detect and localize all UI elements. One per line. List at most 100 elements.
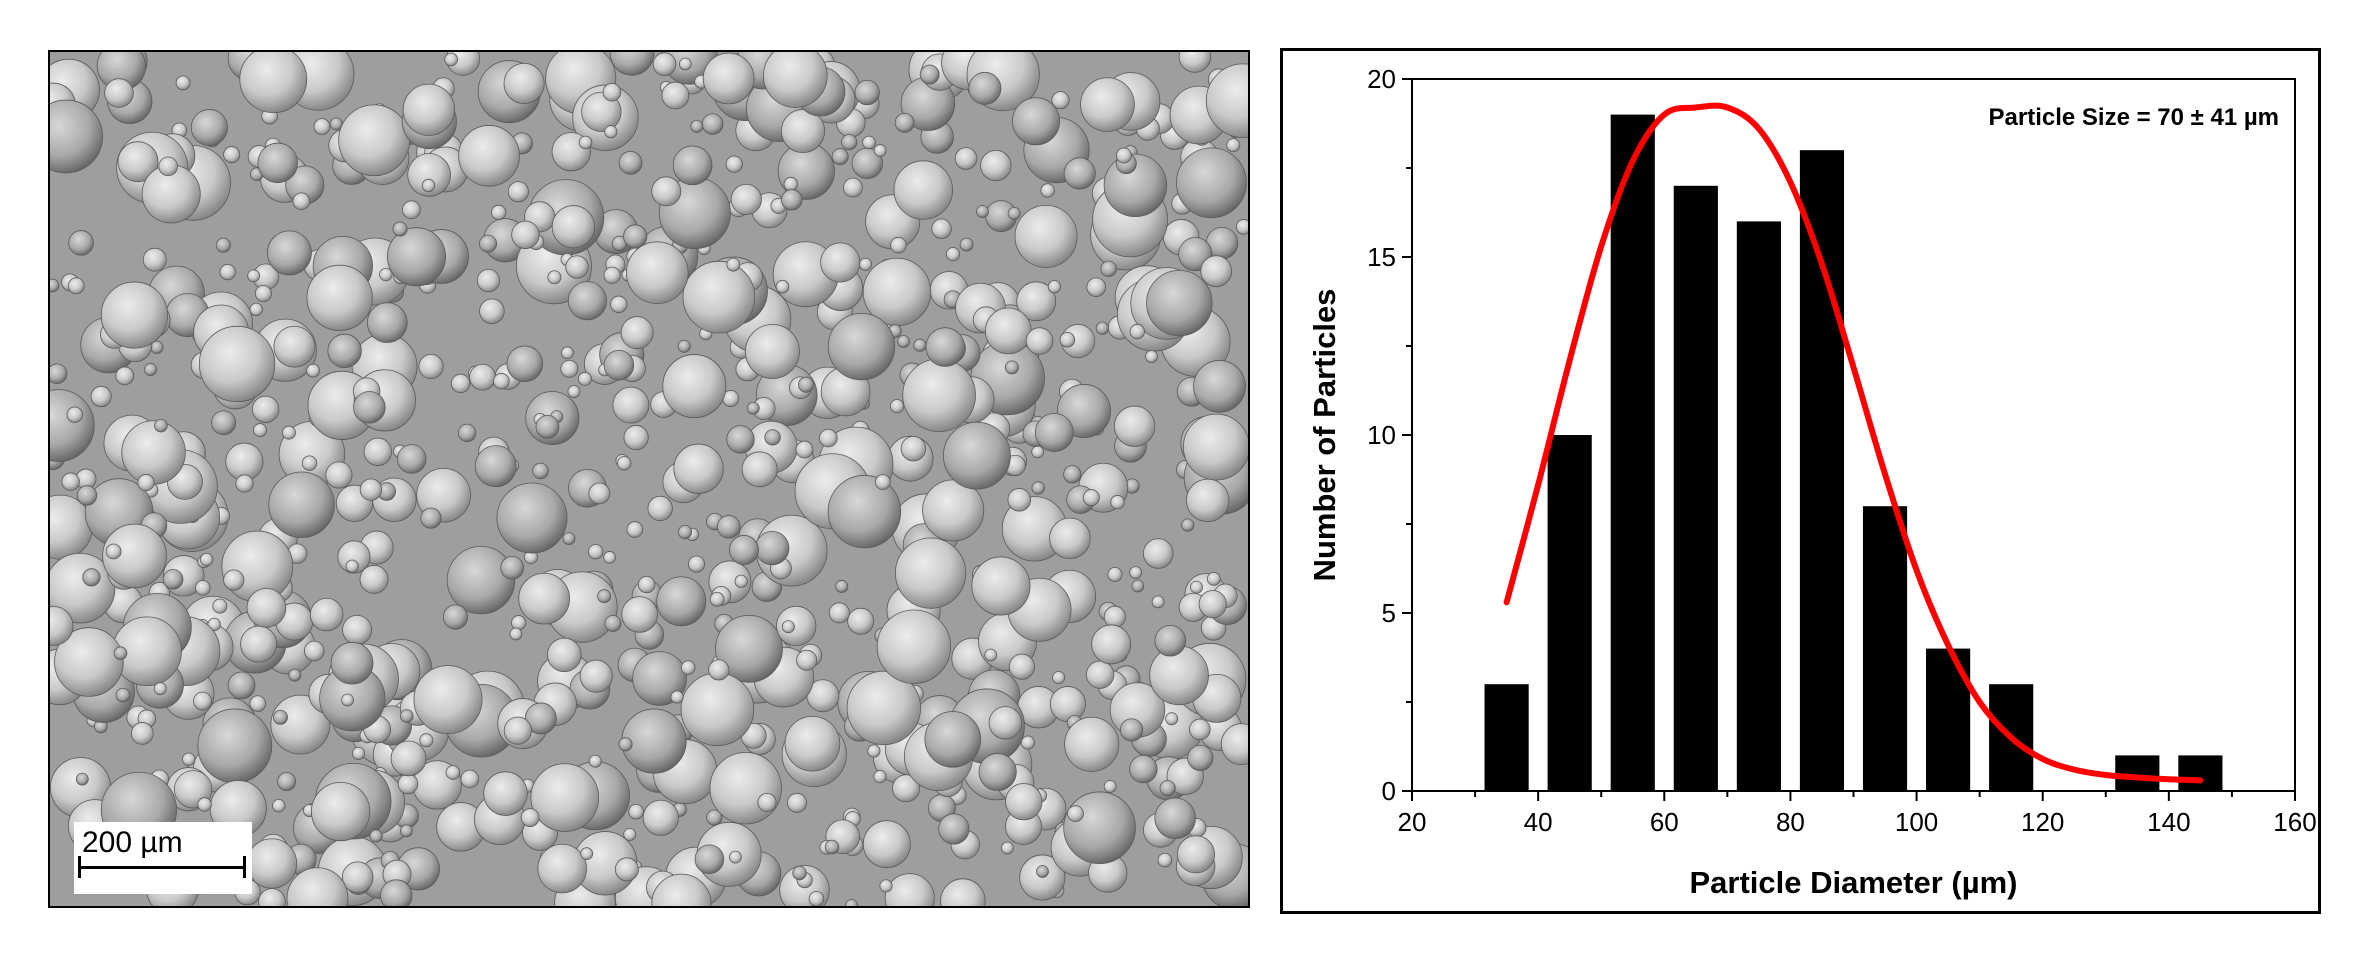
sem-particle [617,456,632,471]
sem-particle [792,865,807,881]
sem-particle [1154,625,1187,657]
histogram-bar-75 [1736,221,1781,791]
sem-particle [1091,624,1132,665]
scale-bar-label: 200 µm [82,826,183,859]
sem-particle [1154,797,1196,840]
sem-particle [781,620,795,634]
sem-particle [1007,488,1032,512]
sem-particle [1189,580,1203,594]
sem-particle [153,682,167,696]
sem-particle [628,803,644,820]
sem-particle [1047,280,1062,294]
sem-particle [266,230,312,276]
histogram-bar-135 [2115,755,2160,791]
sem-particle [277,772,297,792]
sem-particle [900,435,927,462]
sem-particle [835,579,849,593]
sem-particle [879,879,893,893]
sem-particle [121,420,186,485]
sem-particle [444,52,458,67]
sem-particle [212,598,228,614]
sem-particle [50,606,74,646]
sem-particle [458,125,520,187]
histogram-bars [1484,114,2223,792]
sem-particle [609,52,655,76]
sem-particle [1113,405,1156,447]
sem-particle [862,135,876,150]
histogram-bar-145 [2178,755,2223,791]
sem-particle [874,474,891,490]
sem-particle [503,62,545,104]
sem-particle [680,672,755,747]
sem-particle [565,255,589,279]
histogram-bar-35 [1484,684,1529,791]
sem-particle [524,702,557,735]
sem-particle [227,671,256,700]
sem-particle [831,148,849,166]
sem-particle [511,615,527,631]
sem-particle [1063,157,1096,190]
sem-particle [755,530,790,566]
sem-particle [1198,590,1227,619]
sem-particle [219,263,236,281]
sem-particle [311,781,371,842]
sem-particle [154,418,168,433]
sem-particle [359,564,389,594]
scale-bar: 200 µm [74,822,252,894]
sem-particle [780,109,826,154]
sem-particle [1189,718,1211,741]
sem-particle [281,425,296,440]
histogram-panel: 20 40 60 80 100 120 140 160 0 5 10 15 20 Particle Si… [1280,48,2321,914]
sem-particle [647,495,673,522]
sem-particle [520,808,540,827]
sem-particle [1146,269,1213,337]
sem-particle [402,83,455,136]
sem-particle [775,279,790,294]
sem-particle [115,366,135,386]
sem-particles-image [50,52,1248,906]
sem-particle [351,746,365,760]
sem-particle [588,544,604,560]
x-axis-label: Particle Diameter (µm) [1690,865,2018,900]
sem-particle [1067,805,1084,822]
sem-particle [82,568,101,587]
sem-particle [509,627,523,641]
sem-particle [651,176,682,207]
sem-particle [507,181,529,203]
sem-particle [252,395,280,423]
sem-particle [677,524,693,540]
sem-particle [862,820,911,869]
sem-particle [730,183,762,215]
sem-particle [379,267,393,282]
sem-particle [1142,538,1174,569]
sem-particle [338,104,410,177]
sem-particle [726,425,755,454]
sem-particle [396,444,427,474]
sem-particle [535,414,560,439]
sem-particle [959,237,974,252]
sem-particle [623,827,637,841]
sem-particle [1001,841,1014,855]
sem-particle [413,665,483,735]
sem-particle [578,135,593,150]
sem-particle [1016,281,1057,322]
sem-particle [1129,323,1145,340]
sem-particle [690,119,704,133]
sem-particle [890,236,907,254]
sem-particle [479,234,498,253]
x-tick-label-60: 60 [1650,807,1679,837]
sem-particle [272,799,286,813]
sem-particle [827,475,902,549]
sem-particle [602,82,622,102]
sem-particle [867,744,881,758]
sem-particle [1206,571,1221,586]
sem-particle [75,772,89,786]
sem-particle [670,690,684,704]
sem-particle [588,482,611,505]
sem-particle [503,716,532,745]
sem-particle [976,205,989,218]
x-tick-label-40: 40 [1524,807,1553,837]
sem-particle [397,773,419,795]
y-tick-label-5: 5 [1382,598,1396,628]
sem-particle [940,878,986,906]
